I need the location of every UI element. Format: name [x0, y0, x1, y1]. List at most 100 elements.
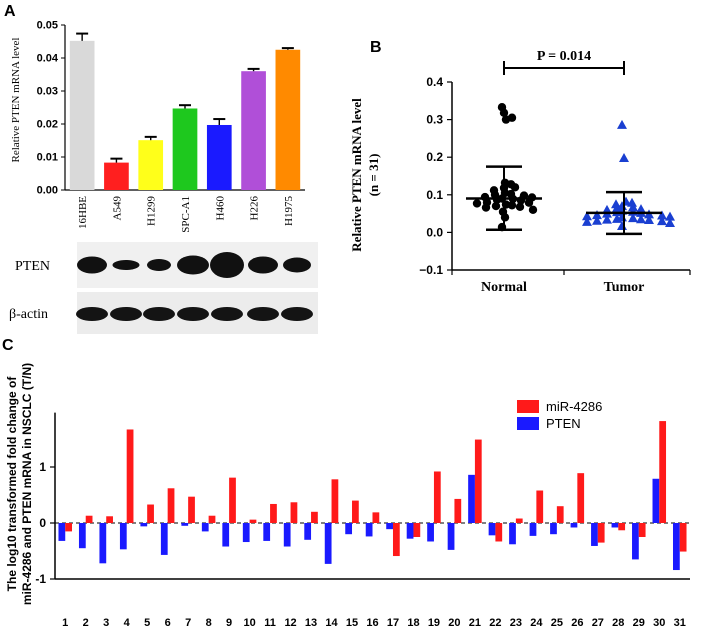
- panel-c-bars: [58, 421, 687, 571]
- panel-c-xtick-label: 17: [387, 617, 399, 629]
- panel-b-point-normal: [507, 201, 517, 210]
- panel-c-ytick-label: -1: [35, 572, 46, 586]
- panel-c-label: C: [2, 337, 14, 354]
- legend-label-mir4286: miR-4286: [546, 399, 602, 414]
- panel-a-bar: [241, 71, 266, 190]
- panel-c-bar-mir4286: [638, 523, 646, 537]
- panel-c-bar-pten: [529, 523, 537, 536]
- panel-b-point-normal: [528, 205, 538, 215]
- panel-c-xtick-label: 22: [489, 617, 501, 629]
- panel-b-point-tumor: [582, 216, 592, 226]
- panel-c-bar-pten: [406, 523, 414, 539]
- panel-c-xtick-label: 13: [305, 617, 317, 629]
- panel-b-point-tumor: [619, 152, 629, 162]
- panel-b-xtick-label: Normal: [481, 280, 527, 295]
- panel-c-xtick-label: 9: [226, 617, 232, 629]
- panel-c-xtick-label: 5: [144, 617, 150, 629]
- blot-band-actin: [281, 307, 313, 321]
- panel-c-xtick-label: 16: [366, 617, 378, 629]
- panel-a-bar: [206, 124, 232, 190]
- panel-c-ytick-label: 1: [39, 460, 46, 474]
- panel-c-xtick-label: 14: [325, 617, 338, 629]
- panel-c-bar-mir4286: [618, 523, 626, 531]
- panel-b-xtick-label: Tumor: [604, 280, 645, 295]
- blot-label-actin: β-actin: [9, 307, 48, 322]
- blot-bands: [76, 252, 313, 321]
- panel-c-xtick-label: 26: [571, 617, 583, 629]
- panel-c-bar-pten: [365, 523, 373, 537]
- panel-b-ytick-label: −0.1: [419, 263, 443, 277]
- panel-a-ytick-label: 0.04: [37, 53, 59, 65]
- panel-b-point-normal: [510, 183, 520, 192]
- panel-a-bar: [275, 49, 301, 190]
- panel-b-label: B: [370, 39, 382, 56]
- panel-c-bar-pten: [160, 523, 168, 555]
- legend-label-pten: PTEN: [546, 416, 581, 431]
- legend-swatch-pten: [517, 417, 539, 430]
- legend-swatch-mir4286: [517, 400, 539, 413]
- panel-c-xtick-label: 21: [469, 617, 481, 629]
- panel-b-point-normal: [472, 199, 482, 208]
- panel-a-ytick-label: 0.00: [37, 185, 58, 197]
- panel-c-bar-mir4286: [290, 502, 298, 523]
- panel-c-xtick-label: 12: [284, 617, 296, 629]
- panel-c-bar-pten: [222, 523, 230, 547]
- p-value-label: P = 0.014: [537, 49, 591, 64]
- panel-c-bar-pten: [324, 523, 332, 564]
- panel-b-point-normal: [499, 108, 509, 118]
- panel-b-point-tumor: [644, 214, 654, 224]
- panel-c-bar-mir4286: [454, 498, 462, 523]
- panel-b-point-tumor: [602, 214, 612, 224]
- panel-c-axes: -1 0 1: [35, 412, 690, 586]
- panel-b-point-tumor: [665, 218, 675, 227]
- panel-c-xtick-label: 7: [185, 617, 191, 629]
- panel-a-xtick-label: A549: [111, 196, 123, 221]
- panel-c-bar-pten: [509, 523, 516, 545]
- panel-b-point-normal: [491, 201, 501, 211]
- panel-a-ylabel: Relative PTEN mRNA level: [10, 38, 22, 163]
- panel-c-xtick-label: 2: [83, 617, 89, 629]
- panel-b-point-normal: [515, 202, 525, 212]
- blot-band-pten: [210, 252, 244, 278]
- panel-c-bar-mir4286: [65, 523, 73, 532]
- panel-a-bar: [138, 140, 164, 190]
- panel-c-xtick-label: 4: [124, 617, 131, 629]
- panel-c-xtick-label: 24: [530, 617, 543, 629]
- panel-c-bar-pten: [99, 523, 107, 564]
- panel-c-bar-mir4286: [331, 479, 339, 523]
- panel-c-bar-pten: [550, 523, 557, 535]
- panel-c-bar-pten: [242, 523, 250, 543]
- panel-a-label: A: [4, 3, 16, 20]
- panel-c-bar-mir4286: [433, 471, 441, 523]
- panel-b-xtick-labels: Normal Tumor: [481, 280, 644, 295]
- blot-band-pten: [112, 260, 140, 270]
- panel-c-ylabel-line1: The log10 transformed fold change of: [5, 376, 19, 592]
- blot-band-pten: [177, 255, 209, 275]
- panel-b-point-tumor: [628, 202, 638, 212]
- panel-b-point-tumor: [657, 216, 667, 226]
- panel-b-ylabel-line1: Relative PTEN mRNA level: [349, 98, 364, 252]
- panel-c-xtick-label: 25: [551, 617, 563, 629]
- panel-c-bar-pten: [468, 474, 475, 523]
- blot-band-actin: [211, 307, 243, 321]
- panel-c-bar-pten: [345, 523, 353, 535]
- panel-c-bar-mir4286: [106, 516, 113, 523]
- panel-a-bar: [172, 108, 198, 190]
- panel-c-bar-mir4286: [249, 519, 257, 523]
- panel-c-bar-pten: [591, 523, 598, 546]
- panel-a-ytick-label: 0.01: [37, 152, 58, 164]
- panel-c-bar-mir4286: [311, 511, 318, 523]
- panel-c-bar-mir4286: [413, 523, 421, 537]
- panel-b: B Relative PTEN mRNA level (n = 31) P = …: [349, 39, 691, 295]
- panel-c-bar-pten: [672, 523, 680, 571]
- panel-c-bar-mir4286: [495, 523, 503, 542]
- blot-band-actin: [143, 307, 175, 321]
- panel-c: C The log10 transformed fold change of m…: [2, 337, 690, 629]
- panel-c-bar-pten: [488, 523, 496, 536]
- panel-c-bar-pten: [570, 523, 578, 528]
- panel-b-point-normal: [481, 203, 491, 212]
- panel-a-xtick-label: H226: [249, 196, 261, 221]
- panel-c-bar-mir4286: [577, 473, 585, 523]
- panel-c-bar-mir4286: [597, 523, 605, 543]
